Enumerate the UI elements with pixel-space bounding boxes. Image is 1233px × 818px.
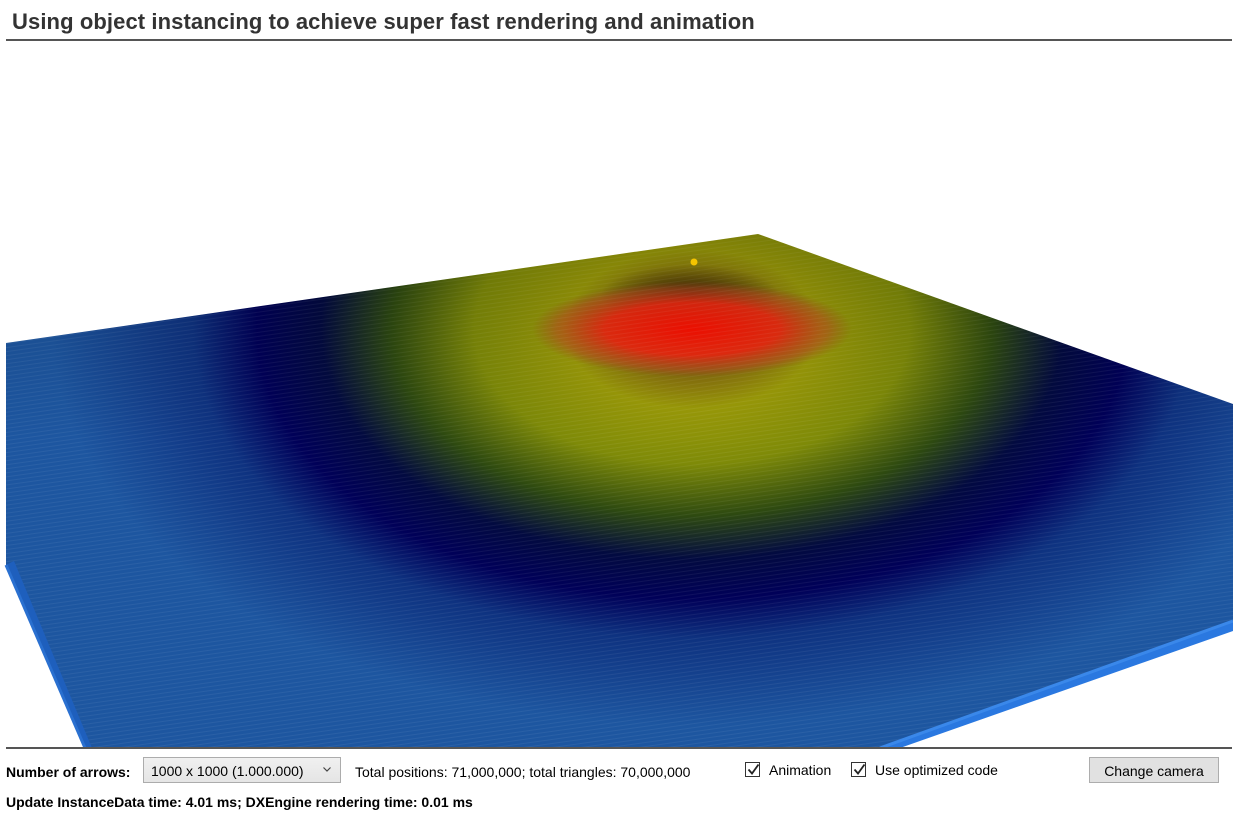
optimized-code-label: Use optimized code: [875, 762, 998, 778]
optimized-code-checkbox[interactable]: Use optimized code: [851, 761, 1021, 781]
chevron-down-icon: [323, 767, 331, 772]
plane-edges: [4, 561, 1233, 748]
optimized-code-checkbox-box[interactable]: [851, 762, 866, 777]
timing-status: Update InstanceData time: 4.01 ms; DXEng…: [6, 794, 473, 810]
animation-checkbox[interactable]: Animation: [745, 761, 845, 781]
controls-bar: Number of arrows: 1000 x 1000 (1.000.000…: [6, 757, 1228, 785]
change-camera-button[interactable]: Change camera: [1089, 757, 1219, 783]
totals-info: Total positions: 71,000,000; total trian…: [355, 764, 691, 780]
checkmark-icon: [853, 763, 866, 775]
checkmark-icon: [747, 763, 760, 775]
title-divider: [6, 39, 1232, 41]
page-title: Using object instancing to achieve super…: [12, 9, 755, 34]
surface-render: [4, 234, 1233, 748]
3d-viewport[interactable]: [0, 41, 1233, 748]
animation-checkbox-box[interactable]: [745, 762, 760, 777]
surface-plane: [6, 234, 1233, 748]
viewport-divider: [6, 747, 1232, 749]
arrows-count-dropdown[interactable]: 1000 x 1000 (1.000.000): [143, 757, 341, 783]
animation-label: Animation: [769, 762, 832, 778]
light-marker: [690, 258, 698, 266]
arrows-count-value: 1000 x 1000 (1.000.000): [151, 763, 304, 779]
arrows-count-label: Number of arrows:: [6, 764, 131, 780]
